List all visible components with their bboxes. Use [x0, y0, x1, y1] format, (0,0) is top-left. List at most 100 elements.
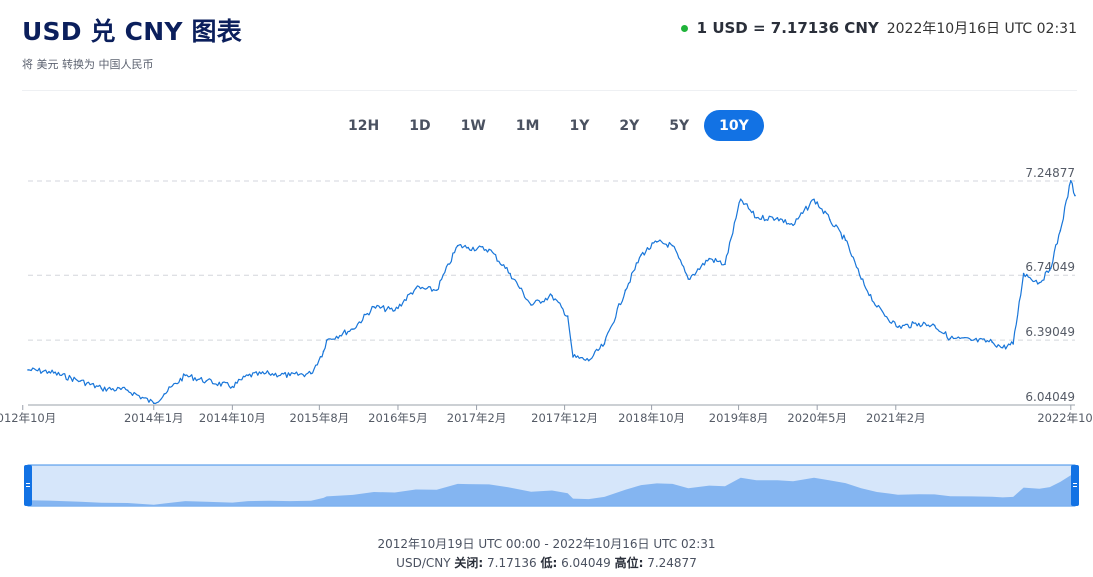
data-point [247, 374, 249, 377]
data-point [509, 272, 511, 275]
x-tick-label: 2015年8月 [290, 411, 350, 425]
navigator-left-handle[interactable] [24, 465, 32, 506]
data-point [467, 246, 470, 249]
data-point [1049, 269, 1051, 271]
data-point [1038, 281, 1041, 284]
data-point [991, 341, 993, 343]
data-point [844, 239, 847, 241]
x-tick-label: 2012年10月 [0, 411, 56, 425]
data-point [268, 372, 270, 375]
data-point [897, 326, 899, 329]
live-rate: 1 USD = 7.17136 CNY 2022年10月16日 UTC 02:3… [680, 18, 1077, 38]
close-label: 关闭: [454, 556, 484, 570]
range-button-1d[interactable]: 1D [409, 117, 431, 134]
navigator-right-handle[interactable] [1071, 465, 1079, 506]
x-tick-label: 2021年2月 [866, 411, 926, 425]
data-point [231, 385, 234, 388]
data-point [184, 374, 186, 377]
rate-value: 1 USD = 7.17136 CNY [696, 19, 879, 37]
data-point [310, 372, 312, 375]
x-tick-label: 2017年2月 [447, 411, 507, 425]
data-point [813, 198, 815, 201]
x-tick-label: 2019年8月 [709, 411, 769, 425]
data-point [126, 389, 129, 392]
data-point [435, 289, 438, 292]
data-point [640, 254, 642, 256]
data-point [970, 339, 972, 342]
data-point [603, 343, 606, 345]
data-point [163, 393, 165, 395]
data-point [755, 217, 758, 219]
data-point [100, 387, 103, 390]
data-point [1001, 346, 1004, 349]
range-button-1w[interactable]: 1W [460, 117, 486, 134]
data-point [48, 370, 50, 373]
data-point [587, 359, 590, 362]
range-button-5y[interactable]: 5Y [669, 117, 690, 134]
data-point [415, 287, 417, 290]
rate-timestamp: 2022年10月16日 UTC 02:31 [886, 21, 1077, 37]
range-button-2y[interactable]: 2Y [619, 117, 640, 134]
y-tick-label: 6.39049 [1025, 325, 1075, 339]
data-point [792, 224, 794, 227]
data-point [394, 309, 396, 312]
data-point [656, 241, 658, 243]
header-divider [22, 90, 1077, 91]
data-point [1059, 230, 1062, 232]
data-point [325, 339, 328, 342]
pair-label: USD/CNY [396, 556, 451, 570]
data-point [1022, 272, 1025, 275]
data-point [488, 248, 490, 251]
data-point [289, 374, 291, 377]
range-selector: 12H 1D 1W 1M 1Y 2Y 5Y 10Y [333, 110, 764, 141]
date-range-text: 2012年10月19日 UTC 00:00 - 2022年10月16日 UTC … [377, 537, 716, 551]
high-label: 高位: [614, 556, 644, 570]
high-value: 7.24877 [647, 556, 697, 570]
y-tick-label: 7.24877 [1025, 166, 1075, 180]
data-point [724, 263, 726, 266]
data-point [739, 198, 742, 201]
y-tick-label: 6.74049 [1025, 260, 1075, 274]
page-subtitle: 将 美元 转换为 中国人民币 [22, 58, 154, 71]
data-point [687, 278, 690, 280]
x-tick-label: 2022年10月 [1037, 411, 1093, 425]
data-point [860, 278, 862, 280]
page-title: USD 兑 CNY 图表 [22, 17, 242, 46]
data-point [949, 337, 952, 340]
data-point [708, 257, 710, 260]
data-point [933, 324, 936, 327]
data-point [530, 304, 532, 306]
range-button-1m[interactable]: 1M [515, 117, 540, 134]
close-value: 7.17136 [487, 556, 537, 570]
x-tick-label: 2014年10月 [199, 411, 266, 425]
data-point [876, 306, 878, 308]
x-tick-label: 2014年1月 [124, 411, 184, 425]
range-button-1y[interactable]: 1Y [569, 117, 590, 134]
data-point [1012, 343, 1014, 345]
data-point [373, 306, 375, 308]
range-button-12h[interactable]: 12H [348, 117, 380, 134]
x-tick-label: 2016年5月 [368, 411, 428, 425]
data-point [624, 289, 627, 292]
data-point [572, 356, 574, 358]
data-point [776, 217, 779, 219]
x-tick-label: 2018年10月 [618, 411, 685, 425]
data-point [352, 328, 354, 330]
data-point [551, 294, 553, 297]
live-dot-icon [680, 24, 688, 32]
navigator-area [28, 475, 1075, 506]
low-value: 6.04049 [561, 556, 611, 570]
series-line-usd-cny [27, 180, 1076, 405]
data-point [671, 244, 674, 247]
data-point [27, 369, 29, 371]
data-point [153, 402, 155, 405]
data-point [79, 380, 82, 382]
data-point [1070, 180, 1072, 182]
data-point [829, 218, 831, 221]
data-point [322, 350, 325, 353]
y-tick-label: 6.04049 [1025, 390, 1075, 404]
data-point [566, 315, 569, 317]
range-button-10y[interactable]: 10Y [704, 110, 764, 141]
summary-stats: USD/CNY 关闭: 7.17136 低: 6.04049 高位: 7.248… [0, 554, 1093, 571]
